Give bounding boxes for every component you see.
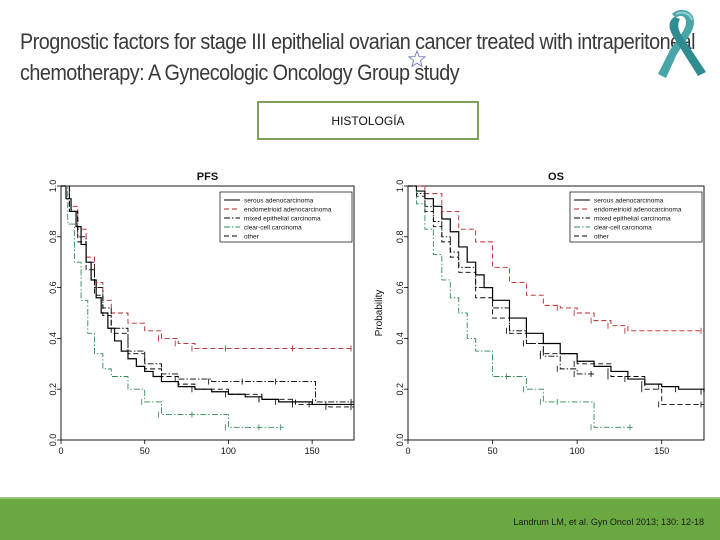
plot-frame — [407, 185, 705, 441]
y-tick-label: 0.8 — [395, 231, 405, 244]
series-line — [408, 185, 704, 332]
y-axis-label: Probability — [374, 290, 385, 337]
x-tick-label: 50 — [140, 446, 150, 456]
slide-title-line-2: chemotherapy: A Gynecologic Oncology Gro… — [20, 60, 460, 85]
x-tick-label: 150 — [654, 446, 669, 456]
awareness-ribbon-icon — [658, 9, 706, 78]
legend-entry: serous adenocarcinoma — [594, 198, 664, 205]
series-line — [61, 185, 354, 350]
legend-box — [569, 191, 703, 243]
legend-box — [219, 191, 353, 243]
y-tick-label: 0.2 — [48, 383, 58, 396]
section-label: HISTOLOGÍA — [331, 113, 405, 128]
legend-entry: endometrioid adenocarcinoma — [244, 207, 332, 214]
x-tick-label: 150 — [305, 446, 320, 456]
series-line — [408, 185, 633, 428]
legend-entry: mixed epithelial carcinoma — [594, 216, 671, 223]
y-tick-label: 1.0 — [395, 180, 405, 193]
slide-title-line-1: Prognostic factors for stage III epithel… — [20, 29, 695, 54]
legend-entry: serous adenocarcinoma — [244, 198, 314, 205]
legend-entry: clear-cell carcinoma — [594, 225, 652, 232]
legend-entry: other — [244, 234, 260, 241]
star-icon — [408, 50, 426, 68]
series-line — [408, 185, 595, 375]
y-tick-label: 0.6 — [395, 281, 405, 294]
y-tick-label: 0.0 — [395, 434, 405, 447]
x-tick-label: 0 — [58, 446, 63, 456]
x-tick-label: 100 — [570, 446, 585, 456]
y-tick-label: 1.0 — [48, 180, 58, 193]
series-line — [61, 185, 284, 428]
os-chart: OS 0 50 100 150 0.0 0.2 0.4 0.6 0.8 1.0 Probability… — [374, 171, 705, 456]
chart-title: OS — [548, 171, 564, 183]
y-tick-label: 0.0 — [48, 434, 58, 447]
y-tick-label: 0.4 — [395, 332, 405, 345]
x-tick-label: 50 — [488, 446, 498, 456]
series-line — [61, 185, 354, 406]
legend-entry: other — [594, 234, 610, 241]
y-tick-label: 0.4 — [48, 332, 58, 345]
plot-frame — [60, 185, 355, 441]
citation-text: Landrum LM, et al. Gyn Oncol 2013; 130: … — [513, 517, 704, 527]
y-tick-label: 0.8 — [48, 231, 58, 244]
y-tick-label: 0.6 — [48, 281, 58, 294]
slide-title: Prognostic factors for stage III epithel… — [20, 26, 695, 88]
series-line — [61, 185, 354, 408]
legend-entry: clear-cell carcinoma — [244, 225, 302, 232]
legend-entry: mixed epithelial carcinoma — [244, 216, 321, 223]
chart-title: PFS — [197, 171, 218, 183]
pfs-chart: PFS 0 50 100 150 0.0 0.2 0.4 0.6 0.8 1.0 serous ade… — [48, 171, 355, 456]
y-tick-label: 0.2 — [395, 383, 405, 396]
legend-entry: endometrioid adenocarcinoma — [594, 207, 682, 214]
x-tick-label: 100 — [221, 446, 236, 456]
footer-accent-line — [0, 497, 720, 500]
x-tick-label: 0 — [405, 446, 410, 456]
section-label-box: HISTOLOGÍA — [257, 101, 479, 140]
footer-bar — [0, 499, 720, 540]
